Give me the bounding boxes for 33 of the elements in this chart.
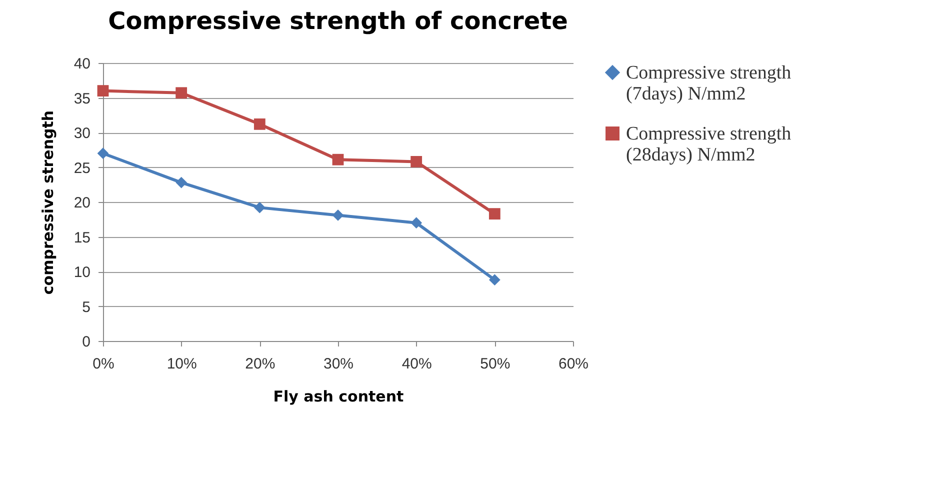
x-tick-label: 10% — [166, 356, 197, 372]
x-tick-label: 0% — [92, 356, 114, 372]
point — [410, 156, 422, 168]
x-tick-label: 40% — [402, 356, 432, 372]
chart-title: Compressive strength of concrete — [108, 7, 568, 35]
point — [488, 274, 500, 286]
legend-label: Compressive strength (28days) N/mm2 — [626, 124, 792, 166]
point — [332, 154, 344, 166]
x-tick-label: 30% — [323, 356, 354, 372]
point — [176, 87, 188, 99]
legend-label: Compressive strength (7days) N/mm2 — [626, 62, 792, 104]
y-tick-label: 10 — [74, 264, 90, 281]
y-tick-label: 5 — [82, 298, 90, 316]
point — [97, 148, 109, 160]
y-tick-label: 15 — [74, 229, 90, 246]
point — [176, 176, 188, 188]
y-tick-label: 35 — [74, 90, 90, 108]
y-tick-label: 20 — [74, 194, 90, 212]
point — [254, 202, 266, 214]
x-tick-label: 50% — [480, 356, 510, 372]
y-tick-label: 0 — [82, 334, 90, 350]
point — [332, 210, 344, 221]
y-tick-label: 40 — [74, 56, 90, 72]
y-tick-label: 25 — [74, 160, 90, 177]
y-axis-title: compressive strength — [38, 110, 57, 295]
y-tick-label: 30 — [74, 125, 90, 142]
x-tick-label: 20% — [245, 356, 276, 372]
x-axis-title: Fly ash content — [273, 388, 404, 406]
point — [488, 208, 500, 220]
point — [254, 118, 266, 130]
x-tick-label: 60% — [558, 356, 589, 372]
point — [97, 85, 109, 96]
point — [410, 217, 422, 229]
